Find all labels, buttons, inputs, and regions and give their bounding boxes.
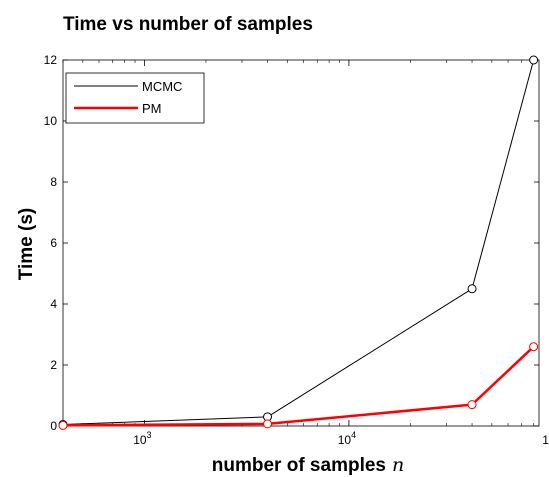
series-line-pm bbox=[62, 345, 535, 427]
x-tick-label: 103 bbox=[133, 430, 151, 447]
y-tick-label: 10 bbox=[44, 114, 58, 128]
series-point-mcmc bbox=[529, 55, 539, 65]
series-point-mcmc bbox=[467, 284, 477, 294]
series-point-pm bbox=[467, 400, 477, 410]
x-axis-label-text: number of samples bbox=[212, 455, 386, 476]
y-tick-label: 8 bbox=[50, 175, 57, 189]
x-tick-exponent: 3 bbox=[147, 430, 152, 440]
y-tick-label: 12 bbox=[44, 53, 58, 67]
y-tick-label: 4 bbox=[50, 297, 57, 311]
series-point-pm bbox=[529, 342, 539, 352]
x-axis-label: number of samples n bbox=[212, 454, 404, 476]
legend: MCMC PM bbox=[65, 72, 205, 124]
legend-label-mcmc: MCMC bbox=[142, 79, 182, 94]
legend-label-pm: PM bbox=[142, 101, 162, 116]
x-axis-label-math: n bbox=[392, 454, 404, 476]
legend-box bbox=[65, 72, 205, 124]
series-point-pm bbox=[263, 419, 273, 429]
chart-title: Time vs number of samples bbox=[63, 14, 313, 35]
series-line-mcmc bbox=[62, 59, 535, 425]
x-tick-base: 10 bbox=[338, 433, 352, 447]
y-axis-label: Time (s) bbox=[16, 208, 37, 281]
x-tick-base: 10 bbox=[133, 433, 147, 447]
y-tick-label: 0 bbox=[50, 419, 57, 433]
series-point-pm bbox=[58, 420, 68, 430]
plot-area: 024681012103104105 bbox=[44, 53, 549, 447]
x-tick-base: 10 bbox=[542, 433, 549, 447]
x-tick-label: 105 bbox=[542, 430, 549, 447]
y-tick-label: 6 bbox=[50, 236, 57, 250]
y-tick-label: 2 bbox=[50, 358, 57, 372]
x-tick-exponent: 4 bbox=[351, 430, 356, 440]
x-tick-label: 104 bbox=[338, 430, 356, 447]
